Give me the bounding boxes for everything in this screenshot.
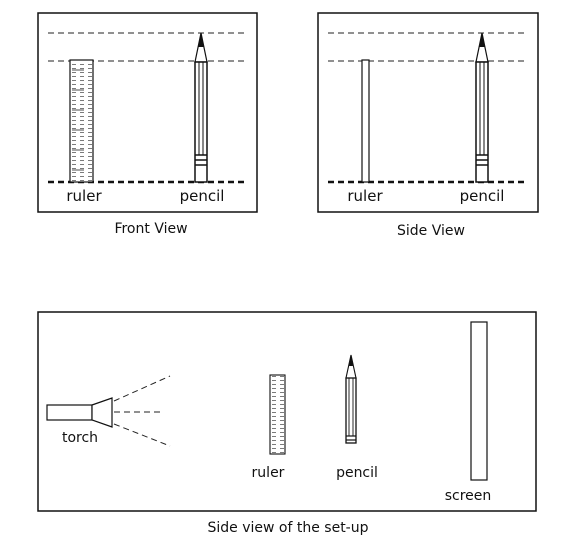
side-pencil [475, 32, 489, 183]
side-ruler-label: ruler [347, 187, 383, 205]
screen [470, 321, 488, 481]
setup-frame [37, 311, 537, 512]
side-view-frame [317, 12, 539, 213]
front-view-caption: Front View [114, 221, 187, 237]
front-view-panel: ruler pencil [37, 12, 258, 213]
setup-pencil-label: pencil [336, 465, 378, 481]
setup-pencil [345, 354, 357, 444]
light-rays [113, 375, 171, 447]
torch-label: torch [62, 430, 98, 446]
front-ruler [69, 59, 94, 183]
setup-ruler [269, 374, 286, 455]
screen-label: screen [445, 488, 492, 504]
side-pencil-label: pencil [460, 187, 505, 205]
setup-caption: Side view of the set-up [208, 520, 369, 536]
front-ruler-label: ruler [66, 187, 102, 205]
setup-panel: torch ruler pencil screen [37, 311, 537, 512]
front-pencil-label: pencil [180, 187, 225, 205]
side-view-caption: Side View [397, 223, 465, 239]
front-pencil [194, 32, 208, 183]
setup-ruler-label: ruler [252, 465, 285, 481]
side-ruler [361, 59, 370, 183]
side-view-panel: ruler pencil [317, 12, 539, 213]
torch [46, 397, 113, 428]
front-view-frame [37, 12, 258, 213]
